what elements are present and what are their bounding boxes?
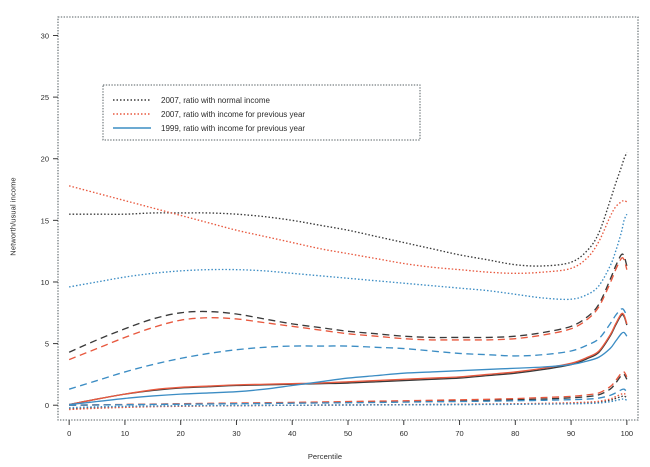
series-line (68, 185, 628, 275)
series-line (69, 213, 628, 301)
x-tick-label: 80 (511, 429, 519, 438)
x-tick-label: 40 (288, 429, 296, 438)
data-series-group (68, 152, 628, 411)
y-tick-label: 15 (41, 216, 49, 225)
x-tick-label: 0 (67, 429, 71, 438)
x-tick-label: 100 (621, 429, 634, 438)
x-axis-ticks: 0 10 20 30 40 50 60 70 80 90 100 (67, 420, 633, 438)
series-line (69, 313, 628, 406)
series-line (69, 398, 628, 409)
y-tick-label: 30 (41, 31, 49, 40)
x-tick-label: 70 (455, 429, 463, 438)
series-line (69, 331, 628, 406)
y-axis-ticks: 0 5 10 15 20 25 30 (41, 31, 58, 410)
x-tick-label: 20 (177, 429, 185, 438)
legend-label: 2007, ratio with income for previous yea… (161, 110, 305, 119)
x-tick-label: 30 (232, 429, 240, 438)
series-line (68, 253, 628, 353)
plot-frame (57, 16, 639, 421)
series-line (68, 257, 628, 361)
y-tick-label: 0 (45, 401, 49, 410)
y-tick-label: 25 (41, 93, 49, 102)
series-line (68, 308, 628, 390)
x-tick-label: 10 (121, 429, 129, 438)
y-tick-label: 5 (45, 340, 49, 349)
y-axis-label: Networth/usual income (8, 177, 18, 256)
y-tick-label: 10 (41, 278, 49, 287)
chart-legend: 2007, ratio with normal income 2007, rati… (102, 84, 421, 141)
legend-label: 1999, ratio with income for previous yea… (161, 124, 305, 133)
series-line (69, 392, 628, 411)
legend-label: 2007, ratio with normal income (161, 96, 270, 105)
series-line (69, 312, 628, 406)
series-line (69, 152, 628, 267)
x-axis-label: Percentile (307, 452, 343, 461)
series-line (69, 370, 628, 406)
x-tick-label: 90 (567, 429, 575, 438)
x-tick-label: 50 (344, 429, 352, 438)
series-line (69, 388, 628, 406)
series-line (69, 395, 628, 410)
x-tick-label: 60 (400, 429, 408, 438)
y-tick-label: 20 (41, 155, 49, 164)
